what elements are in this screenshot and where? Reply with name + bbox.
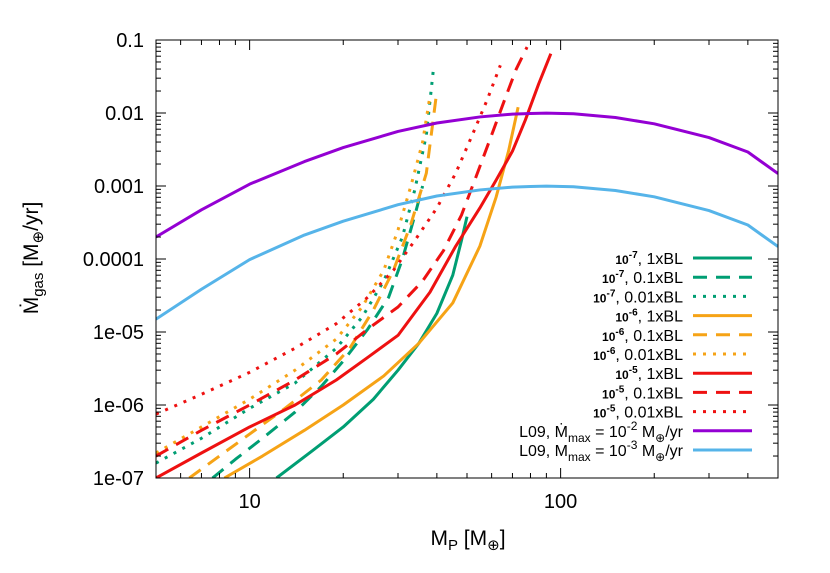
legend-label-3: 10-7, 0.01xBL [593,288,683,306]
y-tick-label: 0.1 [116,30,144,52]
legend-label-10: L09, Ṁmax = 10-2 M⊕/yr [519,419,684,445]
series-line-4 [223,106,520,478]
legend-label-6: 10-6, 0.01xBL [593,346,683,364]
series-line-1 [275,216,469,478]
legend-label-7: 10-5, 1xBL [615,365,683,383]
y-tick-label: 0.01 [105,103,144,125]
y-axis-label: Ṁgas [M⊕/yr] [20,202,47,315]
y-tick-label: 1e-07 [93,468,144,490]
x-tick-label: 100 [544,491,577,513]
legend-label-9: 10-5, 0.01xBL [593,404,683,422]
series-line-8 [156,46,529,458]
x-tick-label: 10 [238,491,260,513]
legend-label-11: L09, Mmax = 10-3 M⊕/yr [519,438,684,464]
series-line-7 [156,53,553,478]
legend-label-8: 10-5, 0.1xBL [602,384,683,402]
y-tick-label: 1e-06 [93,395,144,417]
legend-label-5: 10-6, 0.1xBL [602,327,683,345]
y-tick-label: 0.0001 [83,249,144,271]
series-line-11 [156,184,778,321]
y-tick-label: 0.001 [94,176,144,198]
legend-label-1: 10-7, 1xBL [615,250,683,268]
x-axis-label: MP [M⊕] [430,527,505,554]
legend-label-2: 10-7, 0.1xBL [602,269,683,287]
legend-label-4: 10-6, 1xBL [615,308,683,326]
series-line-10 [156,111,778,239]
series-line-6 [156,95,432,455]
series-layer [156,46,778,478]
y-tick-label: 1e-05 [93,322,144,344]
series-line-5 [188,90,439,478]
series-line-2 [211,185,425,478]
plot-frame [155,39,779,479]
series-line-9 [156,64,502,416]
ticks-layer: 10 100 1e-07 1e-06 1e-05 0.0001 0.001 0.01 0.1 [83,30,779,513]
series-line-3 [156,68,435,465]
